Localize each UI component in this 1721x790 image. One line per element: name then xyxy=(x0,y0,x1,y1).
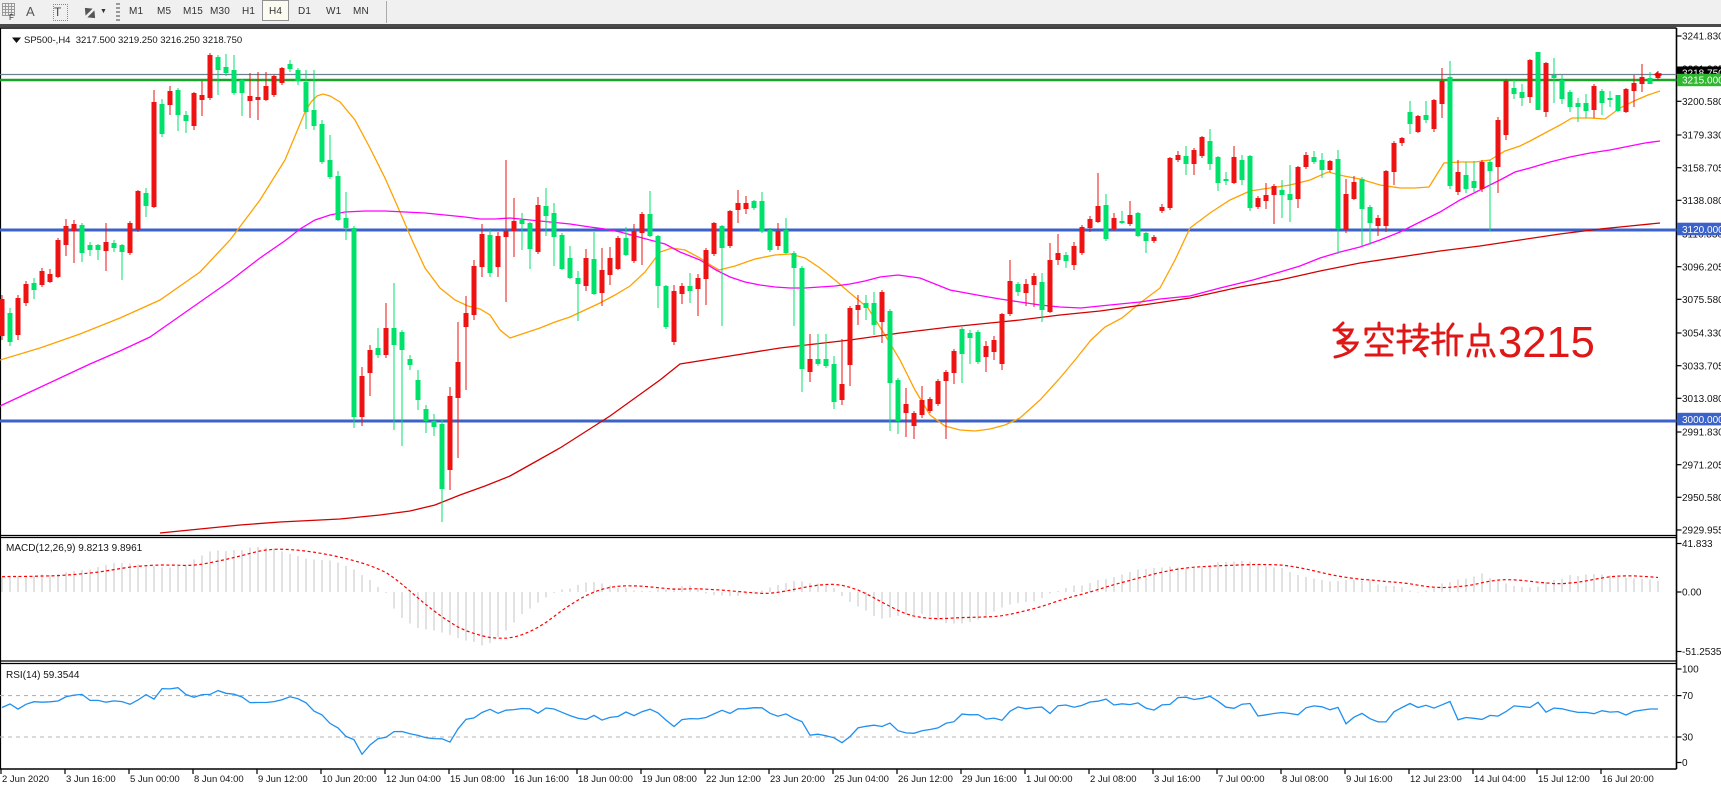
svg-text:3075.580: 3075.580 xyxy=(1682,295,1721,306)
svg-text:RSI(14) 59.3544: RSI(14) 59.3544 xyxy=(6,670,80,681)
svg-text:3215: 3215 xyxy=(1498,319,1595,367)
svg-text:26 Jun 12:00: 26 Jun 12:00 xyxy=(898,774,953,785)
svg-text:3120.000: 3120.000 xyxy=(1682,225,1721,236)
svg-text:19 Jun 08:00: 19 Jun 08:00 xyxy=(642,774,697,785)
svg-text:2971.205: 2971.205 xyxy=(1682,460,1721,471)
svg-text:0.00: 0.00 xyxy=(1682,588,1702,599)
svg-text:2 Jul 08:00: 2 Jul 08:00 xyxy=(1090,774,1136,785)
svg-text:70: 70 xyxy=(1682,691,1694,702)
svg-text:2929.955: 2929.955 xyxy=(1682,526,1721,537)
svg-text:41.833: 41.833 xyxy=(1682,539,1713,550)
svg-text:7 Jul 00:00: 7 Jul 00:00 xyxy=(1218,774,1264,785)
svg-text:3138.080: 3138.080 xyxy=(1682,196,1721,207)
svg-text:-51.2535: -51.2535 xyxy=(1682,647,1721,658)
svg-text:3 Jul 16:00: 3 Jul 16:00 xyxy=(1154,774,1200,785)
svg-text:3000.000: 3000.000 xyxy=(1682,415,1721,426)
svg-text:8 Jun 04:00: 8 Jun 04:00 xyxy=(194,774,244,785)
svg-text:23 Jun 20:00: 23 Jun 20:00 xyxy=(770,774,825,785)
svg-text:25 Jun 04:00: 25 Jun 04:00 xyxy=(834,774,889,785)
svg-text:3241.830: 3241.830 xyxy=(1682,32,1721,43)
svg-text:3054.330: 3054.330 xyxy=(1682,329,1721,340)
svg-text:3200.580: 3200.580 xyxy=(1682,97,1721,108)
svg-text:3179.330: 3179.330 xyxy=(1682,131,1721,142)
svg-text:2991.830: 2991.830 xyxy=(1682,428,1721,439)
svg-text:16 Jun 16:00: 16 Jun 16:00 xyxy=(514,774,569,785)
svg-text:30: 30 xyxy=(1682,733,1694,744)
svg-text:12 Jun 04:00: 12 Jun 04:00 xyxy=(386,774,441,785)
svg-text:SP500-,H4 3217.500 3219.250 3: SP500-,H4 3217.500 3219.250 3216.250 321… xyxy=(24,35,242,46)
svg-text:2 Jun 2020: 2 Jun 2020 xyxy=(2,774,49,785)
svg-text:2950.580: 2950.580 xyxy=(1682,493,1721,504)
svg-text:22 Jun 12:00: 22 Jun 12:00 xyxy=(706,774,761,785)
svg-text:3033.705: 3033.705 xyxy=(1682,361,1721,372)
svg-text:29 Jun 16:00: 29 Jun 16:00 xyxy=(962,774,1017,785)
svg-text:1 Jul 00:00: 1 Jul 00:00 xyxy=(1026,774,1072,785)
svg-text:3215.000: 3215.000 xyxy=(1682,76,1721,87)
svg-text:18 Jun 00:00: 18 Jun 00:00 xyxy=(578,774,633,785)
svg-text:15 Jul 12:00: 15 Jul 12:00 xyxy=(1538,774,1590,785)
svg-text:5 Jun 00:00: 5 Jun 00:00 xyxy=(130,774,180,785)
svg-text:3096.205: 3096.205 xyxy=(1682,262,1721,273)
svg-text:MACD(12,26,9) 9.8213 9.8961: MACD(12,26,9) 9.8213 9.8961 xyxy=(6,543,143,554)
svg-text:10 Jun 20:00: 10 Jun 20:00 xyxy=(322,774,377,785)
svg-text:15 Jun 08:00: 15 Jun 08:00 xyxy=(450,774,505,785)
svg-text:12 Jul 23:00: 12 Jul 23:00 xyxy=(1410,774,1462,785)
svg-text:3158.705: 3158.705 xyxy=(1682,163,1721,174)
svg-text:9 Jul 16:00: 9 Jul 16:00 xyxy=(1346,774,1392,785)
svg-text:14 Jul 04:00: 14 Jul 04:00 xyxy=(1474,774,1526,785)
svg-text:16 Jul 20:00: 16 Jul 20:00 xyxy=(1602,774,1654,785)
svg-text:3013.080: 3013.080 xyxy=(1682,394,1721,405)
svg-text:0: 0 xyxy=(1682,758,1688,769)
svg-text:9 Jun 12:00: 9 Jun 12:00 xyxy=(258,774,308,785)
svg-text:8 Jul 08:00: 8 Jul 08:00 xyxy=(1282,774,1328,785)
svg-text:3 Jun 16:00: 3 Jun 16:00 xyxy=(66,774,116,785)
svg-text:100: 100 xyxy=(1682,665,1699,676)
